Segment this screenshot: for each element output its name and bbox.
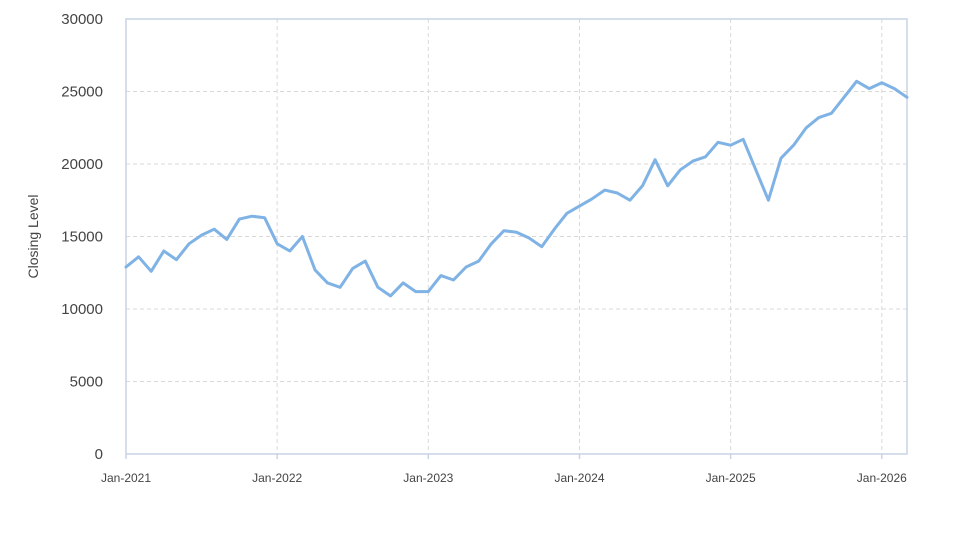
x-tick-label: Jan-2026 xyxy=(857,471,907,485)
x-tick-label: Jan-2025 xyxy=(706,471,756,485)
y-axis-label: Closing Level xyxy=(25,194,41,278)
x-tick-label: Jan-2024 xyxy=(554,471,604,485)
y-tick-label: 0 xyxy=(95,446,103,463)
series-line xyxy=(124,79,909,298)
x-tick-label: Jan-2023 xyxy=(403,471,453,485)
y-tick-label: 10000 xyxy=(61,301,103,318)
x-axis-ticks: Jan-2021 Jan-2022 Jan-2023 Jan-2024 Jan-2025… xyxy=(101,454,907,485)
gridlines xyxy=(125,18,908,455)
y-tick-label: 30000 xyxy=(61,11,103,28)
y-axis-ticks: 0 5000 10000 15000 20000 25000 30000 xyxy=(61,11,103,463)
y-tick-label: 25000 xyxy=(61,84,103,101)
x-tick-label: Jan-2022 xyxy=(252,471,302,485)
y-tick-label: 20000 xyxy=(61,156,103,173)
plot-frame xyxy=(125,18,908,455)
series-layer xyxy=(124,79,909,298)
y-tick-label: 15000 xyxy=(61,229,103,246)
x-tick-label: Jan-2021 xyxy=(101,471,151,485)
y-tick-label: 5000 xyxy=(70,374,103,391)
